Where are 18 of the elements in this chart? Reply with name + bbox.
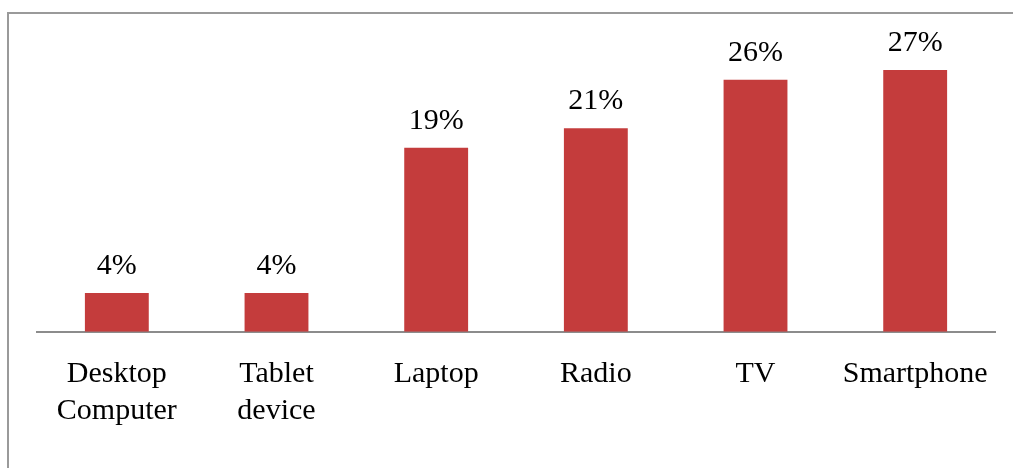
bar [244,293,309,332]
x-tick-label: Desktop Computer [56,354,177,425]
data-label: 21% [568,82,624,116]
data-label: 4% [256,247,297,281]
bar [404,147,469,332]
x-tick-label: Laptop [393,354,479,388]
x-tick-label: Radio [560,354,632,388]
bar [723,79,788,332]
data-label: 27% [887,24,943,58]
bar [883,70,948,332]
x-tick-label: Tablet device [237,354,316,425]
data-label: 19% [408,101,464,135]
x-tick-label: TV [735,354,776,388]
bar [84,293,149,332]
x-tick-label: Smartphone [842,354,988,388]
data-label: 4% [96,247,137,281]
bar [563,128,628,332]
data-label: 26% [728,33,784,67]
